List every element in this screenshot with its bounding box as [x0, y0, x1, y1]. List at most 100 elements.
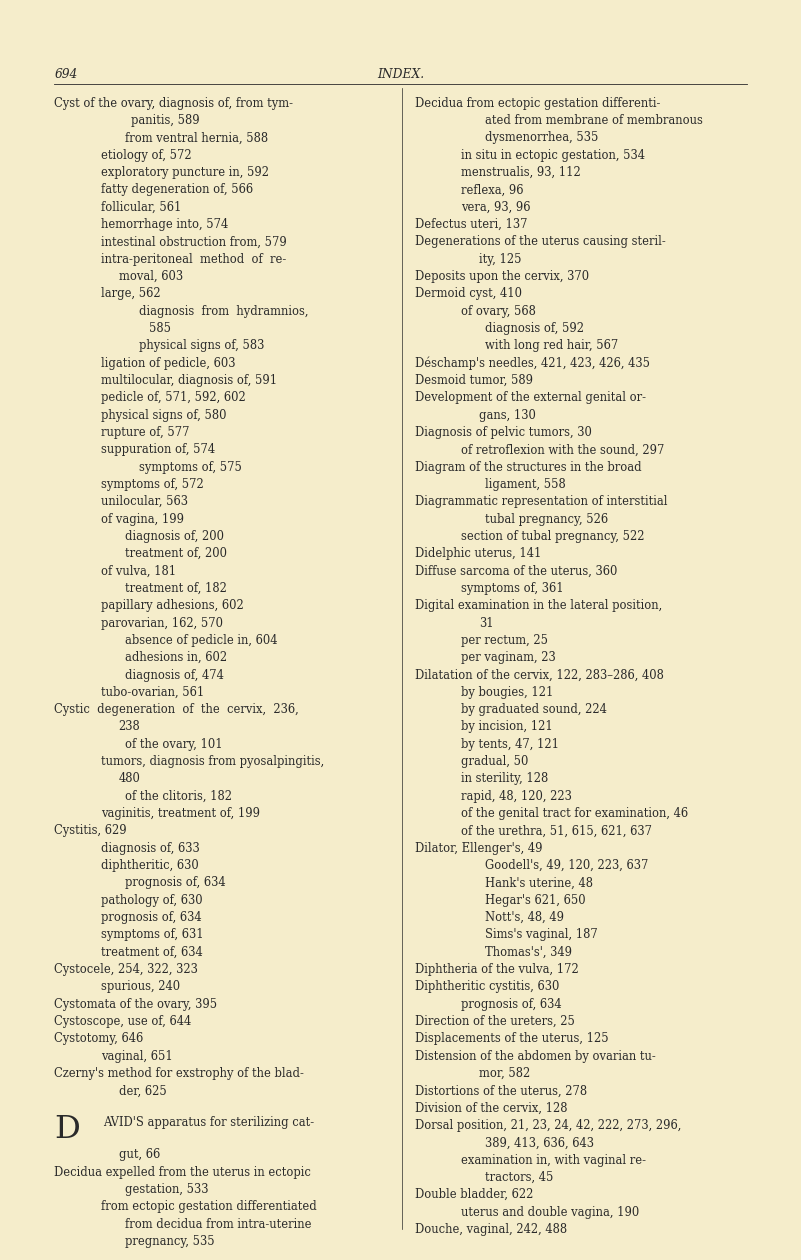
Text: large, 562: large, 562: [101, 287, 160, 300]
Text: 389, 413, 636, 643: 389, 413, 636, 643: [485, 1137, 594, 1149]
Text: Distortions of the uterus, 278: Distortions of the uterus, 278: [415, 1085, 587, 1097]
Text: Diphtheria of the vulva, 172: Diphtheria of the vulva, 172: [415, 963, 578, 976]
Text: treatment of, 200: treatment of, 200: [125, 547, 227, 561]
Text: tumors, diagnosis from pyosalpingitis,: tumors, diagnosis from pyosalpingitis,: [101, 755, 324, 769]
Text: tubal pregnancy, 526: tubal pregnancy, 526: [485, 513, 609, 525]
Text: hemorrhage into, 574: hemorrhage into, 574: [101, 218, 228, 231]
Text: Dermoid cyst, 410: Dermoid cyst, 410: [415, 287, 522, 300]
Text: Cystoscope, use of, 644: Cystoscope, use of, 644: [54, 1016, 191, 1028]
Text: AVID'S apparatus for sterilizing cat-: AVID'S apparatus for sterilizing cat-: [103, 1116, 314, 1129]
Text: vera, 93, 96: vera, 93, 96: [461, 200, 531, 214]
Text: multilocular, diagnosis of, 591: multilocular, diagnosis of, 591: [101, 374, 277, 387]
Text: by incision, 121: by incision, 121: [461, 721, 553, 733]
Text: INDEX.: INDEX.: [377, 68, 424, 81]
Text: Cystotomy, 646: Cystotomy, 646: [54, 1032, 143, 1046]
Text: diagnosis  from  hydramnios,: diagnosis from hydramnios,: [139, 305, 308, 318]
Text: symptoms of, 572: symptoms of, 572: [101, 478, 203, 491]
Text: Displacements of the uterus, 125: Displacements of the uterus, 125: [415, 1032, 609, 1046]
Text: treatment of, 182: treatment of, 182: [125, 582, 227, 595]
Text: Didelphic uterus, 141: Didelphic uterus, 141: [415, 547, 541, 561]
Text: Douche, vaginal, 242, 488: Douche, vaginal, 242, 488: [415, 1223, 567, 1236]
Text: uterus and double vagina, 190: uterus and double vagina, 190: [461, 1206, 640, 1218]
Text: rupture of, 577: rupture of, 577: [101, 426, 189, 438]
Text: of the clitoris, 182: of the clitoris, 182: [125, 790, 232, 803]
Text: prognosis of, 634: prognosis of, 634: [101, 911, 202, 924]
Text: Dilator, Ellenger's, 49: Dilator, Ellenger's, 49: [415, 842, 542, 854]
Text: rapid, 48, 120, 223: rapid, 48, 120, 223: [461, 790, 572, 803]
Text: Double bladder, 622: Double bladder, 622: [415, 1188, 533, 1201]
Text: Desmoid tumor, 589: Desmoid tumor, 589: [415, 374, 533, 387]
Text: diagnosis of, 474: diagnosis of, 474: [125, 669, 223, 682]
Text: Cyst of the ovary, diagnosis of, from tym-: Cyst of the ovary, diagnosis of, from ty…: [54, 97, 293, 110]
Text: ity, 125: ity, 125: [479, 253, 521, 266]
Text: of vagina, 199: of vagina, 199: [101, 513, 184, 525]
Text: ated from membrane of membranous: ated from membrane of membranous: [485, 115, 703, 127]
Text: gut, 66: gut, 66: [119, 1148, 159, 1162]
Text: gans, 130: gans, 130: [479, 408, 536, 422]
Text: by bougies, 121: by bougies, 121: [461, 685, 553, 699]
Text: intestinal obstruction from, 579: intestinal obstruction from, 579: [101, 236, 287, 248]
Text: vaginitis, treatment of, 199: vaginitis, treatment of, 199: [101, 808, 260, 820]
Text: of ovary, 568: of ovary, 568: [461, 305, 536, 318]
Text: Division of the cervix, 128: Division of the cervix, 128: [415, 1101, 567, 1115]
Text: moval, 603: moval, 603: [119, 270, 183, 284]
Text: Digital examination in the lateral position,: Digital examination in the lateral posit…: [415, 600, 662, 612]
Text: Diffuse sarcoma of the uterus, 360: Diffuse sarcoma of the uterus, 360: [415, 564, 618, 577]
Text: 238: 238: [119, 721, 140, 733]
Text: diagnosis of, 200: diagnosis of, 200: [125, 530, 224, 543]
Text: Decidua expelled from the uterus in ectopic: Decidua expelled from the uterus in ecto…: [54, 1166, 312, 1179]
Text: from ectopic gestation differentiated: from ectopic gestation differentiated: [101, 1201, 316, 1213]
Text: mor, 582: mor, 582: [479, 1067, 530, 1080]
Text: 31: 31: [479, 616, 493, 630]
Text: from ventral hernia, 588: from ventral hernia, 588: [125, 131, 268, 145]
Text: papillary adhesions, 602: papillary adhesions, 602: [101, 600, 244, 612]
Text: per vaginam, 23: per vaginam, 23: [461, 651, 556, 664]
Text: Hank's uterine, 48: Hank's uterine, 48: [485, 877, 594, 890]
Text: tractors, 45: tractors, 45: [485, 1171, 553, 1184]
Text: 585: 585: [149, 323, 171, 335]
Text: Diagram of the structures in the broad: Diagram of the structures in the broad: [415, 461, 642, 474]
Text: of vulva, 181: of vulva, 181: [101, 564, 176, 577]
Text: Distension of the abdomen by ovarian tu-: Distension of the abdomen by ovarian tu-: [415, 1050, 656, 1062]
Text: der, 625: der, 625: [119, 1085, 167, 1097]
Text: spurious, 240: spurious, 240: [101, 980, 180, 993]
Text: menstrualis, 93, 112: menstrualis, 93, 112: [461, 166, 582, 179]
Text: Diagrammatic representation of interstitial: Diagrammatic representation of interstit…: [415, 495, 667, 508]
Text: pregnancy, 535: pregnancy, 535: [125, 1235, 215, 1249]
Text: intra-peritoneal  method  of  re-: intra-peritoneal method of re-: [101, 253, 286, 266]
Text: vaginal, 651: vaginal, 651: [101, 1050, 173, 1062]
Text: physical signs of, 583: physical signs of, 583: [139, 339, 264, 353]
Text: absence of pedicle in, 604: absence of pedicle in, 604: [125, 634, 277, 646]
Text: Nott's, 48, 49: Nott's, 48, 49: [485, 911, 565, 924]
Text: etiology of, 572: etiology of, 572: [101, 149, 191, 161]
Text: Thomas's', 349: Thomas's', 349: [485, 946, 573, 959]
Text: Diphtheritic cystitis, 630: Diphtheritic cystitis, 630: [415, 980, 559, 993]
Text: of the urethra, 51, 615, 621, 637: of the urethra, 51, 615, 621, 637: [461, 824, 652, 838]
Text: per rectum, 25: per rectum, 25: [461, 634, 549, 646]
Text: gestation, 533: gestation, 533: [125, 1183, 208, 1196]
Text: exploratory puncture in, 592: exploratory puncture in, 592: [101, 166, 269, 179]
Text: by graduated sound, 224: by graduated sound, 224: [461, 703, 607, 716]
Text: of the genital tract for examination, 46: of the genital tract for examination, 46: [461, 808, 689, 820]
Text: Development of the external genital or-: Development of the external genital or-: [415, 392, 646, 404]
Text: dysmenorrhea, 535: dysmenorrhea, 535: [485, 131, 599, 145]
Text: in sterility, 128: in sterility, 128: [461, 772, 549, 785]
Text: reflexa, 96: reflexa, 96: [461, 184, 524, 197]
Text: physical signs of, 580: physical signs of, 580: [101, 408, 227, 422]
Text: prognosis of, 634: prognosis of, 634: [461, 998, 562, 1011]
Text: tubo-ovarian, 561: tubo-ovarian, 561: [101, 685, 204, 699]
Text: of the ovary, 101: of the ovary, 101: [125, 738, 223, 751]
Text: 480: 480: [119, 772, 140, 785]
Text: panitis, 589: panitis, 589: [131, 115, 199, 127]
Text: section of tubal pregnancy, 522: section of tubal pregnancy, 522: [461, 530, 645, 543]
Text: symptoms of, 361: symptoms of, 361: [461, 582, 564, 595]
Text: Goodell's, 49, 120, 223, 637: Goodell's, 49, 120, 223, 637: [485, 859, 649, 872]
Text: D: D: [54, 1114, 80, 1145]
Text: 694: 694: [54, 68, 78, 81]
Text: parovarian, 162, 570: parovarian, 162, 570: [101, 616, 223, 630]
Text: examination in, with vaginal re-: examination in, with vaginal re-: [461, 1154, 646, 1167]
Text: pathology of, 630: pathology of, 630: [101, 893, 203, 907]
Text: adhesions in, 602: adhesions in, 602: [125, 651, 227, 664]
Text: Diagnosis of pelvic tumors, 30: Diagnosis of pelvic tumors, 30: [415, 426, 592, 438]
Text: Dorsal position, 21, 23, 24, 42, 222, 273, 296,: Dorsal position, 21, 23, 24, 42, 222, 27…: [415, 1119, 682, 1131]
